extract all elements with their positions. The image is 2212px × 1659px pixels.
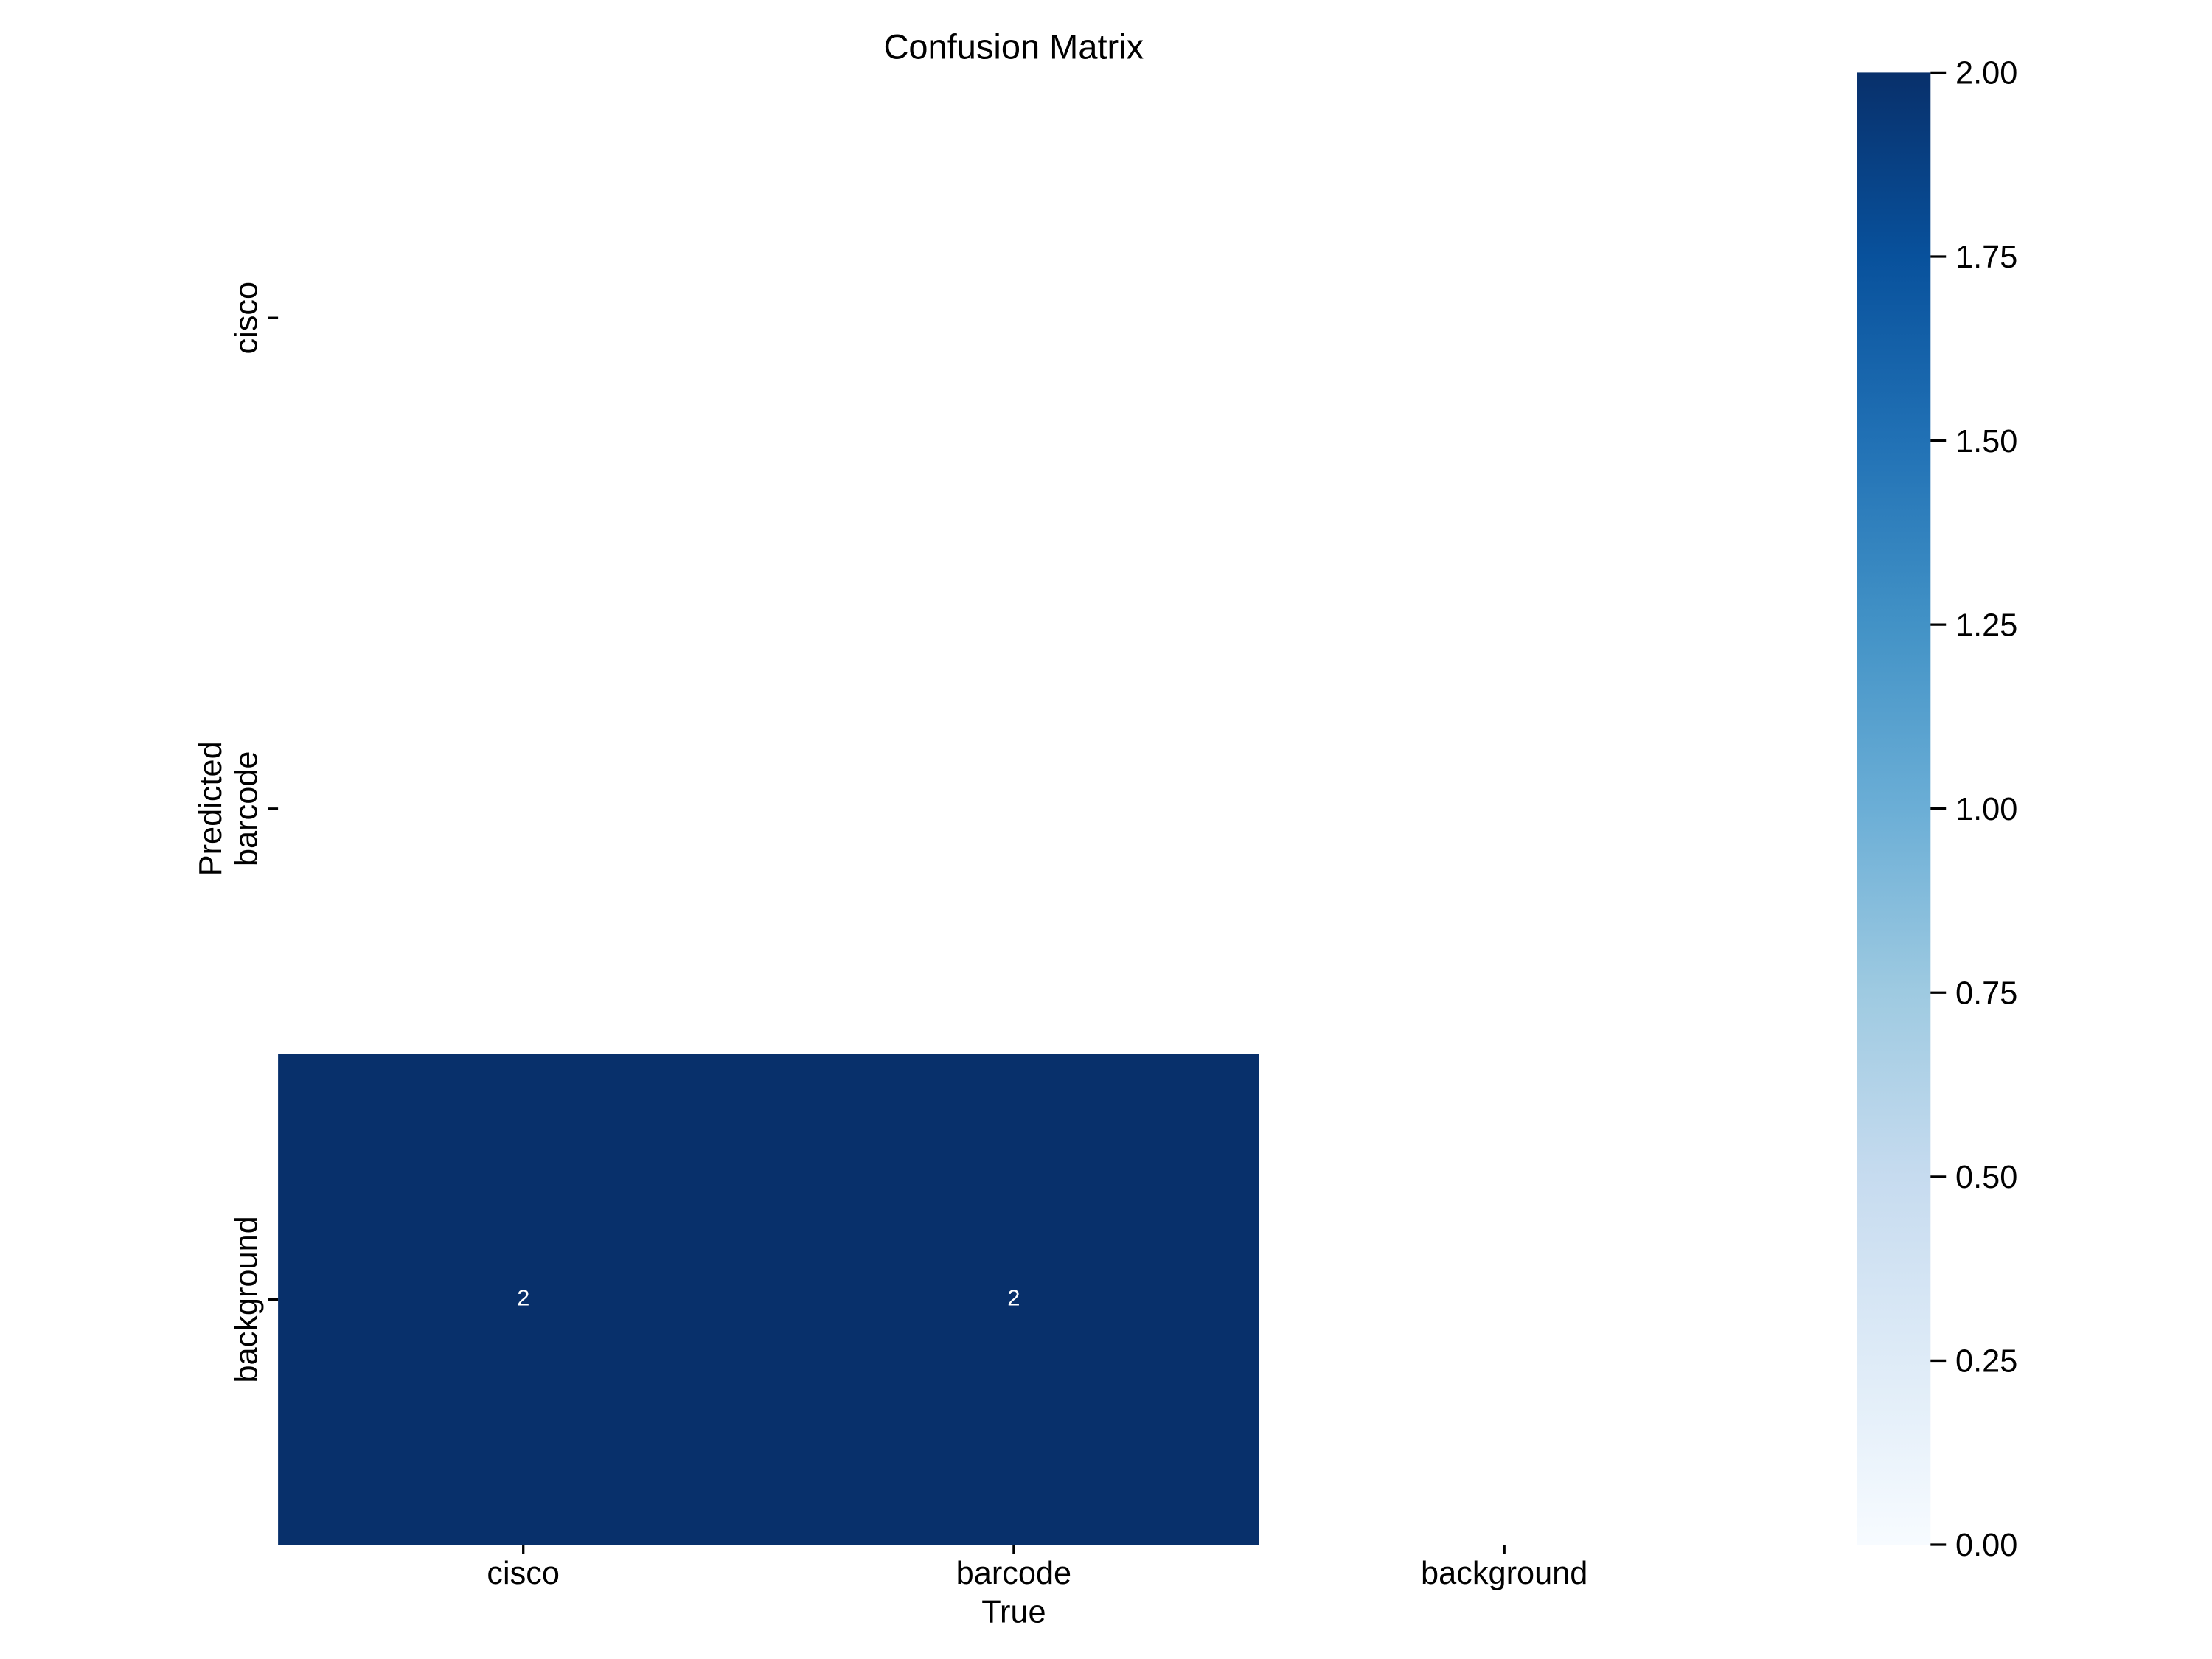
- svg-text:cisco: cisco: [487, 1556, 560, 1591]
- svg-text:Predicted: Predicted: [193, 741, 229, 876]
- svg-text:0.25: 0.25: [1955, 1344, 2017, 1380]
- svg-text:Confusion Matrix: Confusion Matrix: [883, 27, 1144, 66]
- svg-text:2: 2: [517, 1285, 529, 1311]
- svg-text:0.00: 0.00: [1955, 1528, 2017, 1563]
- svg-text:barcode: barcode: [229, 751, 265, 866]
- svg-text:1.50: 1.50: [1955, 424, 2017, 459]
- svg-text:background: background: [229, 1216, 265, 1382]
- svg-text:barcode: barcode: [956, 1556, 1071, 1591]
- svg-text:1.25: 1.25: [1955, 608, 2017, 643]
- svg-text:0.50: 0.50: [1955, 1160, 2017, 1195]
- svg-text:2.00: 2.00: [1955, 56, 2017, 91]
- svg-text:0.75: 0.75: [1955, 976, 2017, 1012]
- svg-text:2: 2: [1007, 1285, 1020, 1311]
- svg-text:True: True: [981, 1595, 1046, 1630]
- svg-text:background: background: [1421, 1556, 1587, 1591]
- svg-text:cisco: cisco: [229, 282, 265, 355]
- svg-text:1.75: 1.75: [1955, 240, 2017, 275]
- svg-text:1.00: 1.00: [1955, 792, 2017, 827]
